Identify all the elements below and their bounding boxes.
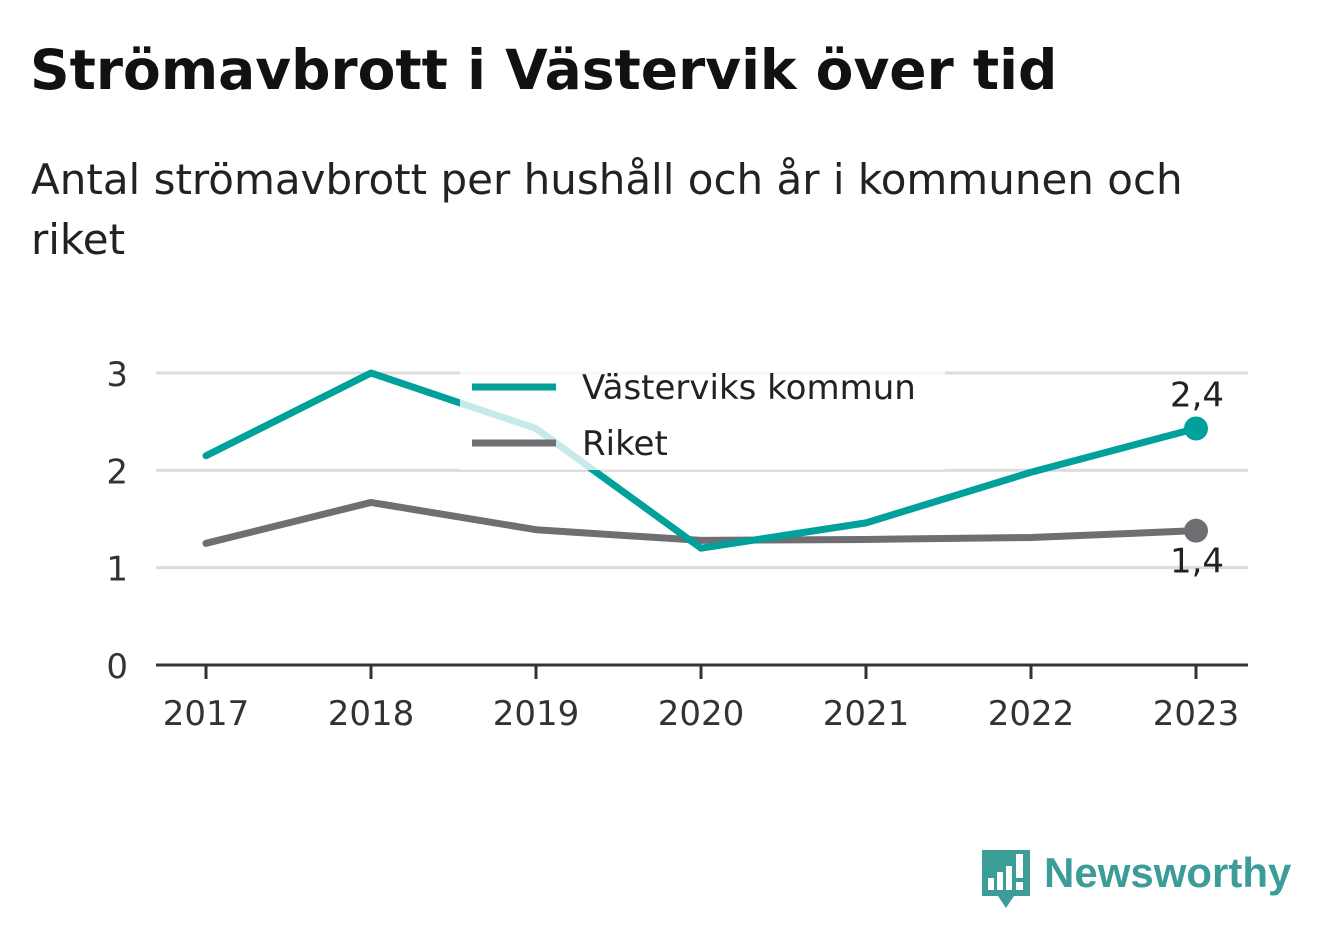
legend-label-1: Riket <box>582 424 668 464</box>
chart-title: Strömavbrott i Västervik över tid <box>30 38 1058 102</box>
end-label-1: 1,4 <box>1170 542 1224 582</box>
y-tick-label-3: 3 <box>106 355 128 395</box>
series-line-0 <box>202 369 1200 552</box>
series-line-1 <box>202 498 1200 547</box>
x-axis: 2017 2018 2019 2020 2021 2022 2023 <box>156 663 1248 734</box>
x-tick-label-2021: 2021 <box>823 694 910 734</box>
x-tick-label-2018: 2018 <box>328 694 415 734</box>
series-lines <box>202 369 1208 552</box>
brand-name: Newsworthy <box>1044 849 1292 896</box>
series-0-point-2023 <box>1184 416 1208 441</box>
end-labels: 2,4 1,4 <box>1170 375 1224 581</box>
x-tick-label-2020: 2020 <box>658 694 745 734</box>
y-axis-ticks: 0 1 2 3 <box>106 355 128 687</box>
x-tick-label-2019: 2019 <box>493 694 580 734</box>
y-tick-label-2: 2 <box>106 452 128 492</box>
series-1-point-2023 <box>1184 518 1208 543</box>
y-tick-label-0: 0 <box>106 647 128 687</box>
legend-label-0: Västerviks kommun <box>582 368 916 408</box>
x-tick-label-2023: 2023 <box>1153 694 1240 734</box>
chart-subtitle: Antal strömavbrott per hushåll och år i … <box>31 155 1183 264</box>
newsworthy-chart-bubble-icon <box>982 850 1030 908</box>
newsworthy-logo: Newsworthy <box>978 846 1291 912</box>
y-tick-label-1: 1 <box>106 550 128 590</box>
end-label-0: 2,4 <box>1170 375 1224 415</box>
legend: Västerviks kommun Riket <box>460 355 945 470</box>
x-tick-label-2022: 2022 <box>988 694 1075 734</box>
legend-background <box>460 355 945 470</box>
x-tick-label-2017: 2017 <box>163 694 250 734</box>
